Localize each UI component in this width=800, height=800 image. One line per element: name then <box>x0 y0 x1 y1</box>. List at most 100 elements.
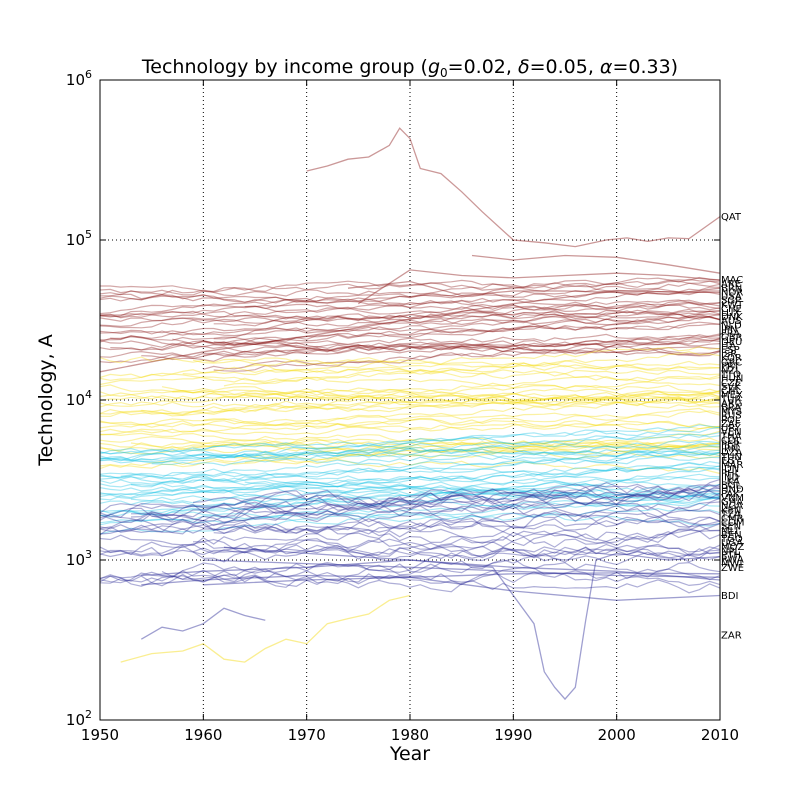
series-line-low <box>192 490 721 511</box>
end-label-sgp: SGP <box>721 296 741 307</box>
series-line-low <box>99 484 721 522</box>
end-label-rwa: RWA <box>721 555 744 566</box>
series-line-low <box>99 573 721 594</box>
end-label-mwi: MWI <box>721 559 742 570</box>
series-line-upper_middle <box>99 390 721 402</box>
end-label-usa: USA <box>721 292 742 303</box>
y-tick-base: 10 <box>66 71 85 89</box>
end-label-bol: BOL <box>721 481 742 492</box>
series-line-high <box>213 315 721 327</box>
series-end-labels: QAT MACAREBRNNORUSASGPKWTCHELUXDNKAUSNLDJ… <box>720 212 744 641</box>
series-line-high <box>141 333 721 360</box>
y-tick-exponent: 4 <box>85 388 92 401</box>
series-line-high <box>99 344 721 356</box>
series-line-high <box>99 337 721 358</box>
series-line-high <box>99 280 721 315</box>
series-line-high <box>99 310 721 328</box>
y-tick-label: 102 <box>66 708 92 729</box>
end-label-dnk: DNK <box>721 312 743 323</box>
end-label-hnd: HND <box>721 485 744 496</box>
series-line-upper_middle <box>99 391 721 404</box>
series-line-high <box>99 284 721 297</box>
y-tick-base: 10 <box>66 711 85 729</box>
series-line-high <box>99 310 721 322</box>
series-line-upper_middle <box>130 441 721 460</box>
y-tick-label: 105 <box>66 228 92 249</box>
series-line-low <box>130 483 721 520</box>
series-line-high <box>203 338 721 357</box>
end-label-nor: NOR <box>721 287 743 298</box>
end-label-mys: MYS <box>721 407 742 418</box>
end-label-jpn: JPN <box>720 324 737 335</box>
series-line-mwi <box>141 572 721 586</box>
end-label-vnm: VNM <box>721 493 744 504</box>
series-line-upper_middle <box>99 395 721 429</box>
series-line-upper_middle <box>99 381 721 407</box>
series-line-high <box>99 339 721 357</box>
end-label-dza: DZA <box>721 448 743 459</box>
series-line-low <box>99 486 721 522</box>
end-label-zwe: ZWE <box>721 563 744 574</box>
series-line-upper_middle <box>99 356 721 371</box>
series-line-high <box>172 338 721 353</box>
end-label-mac: MAC <box>721 275 743 286</box>
series-line-brn <box>347 280 721 297</box>
end-label-tun: TUN <box>720 452 742 463</box>
end-label-pak: PAK <box>721 489 740 500</box>
end-label-ben: BEN <box>721 530 742 541</box>
series-line-lower_middle <box>99 486 721 501</box>
x-tick-label: 1950 <box>81 726 119 744</box>
series-line-low <box>99 567 721 587</box>
named-series-lines <box>99 127 721 701</box>
end-label-hun: HUN <box>721 374 743 385</box>
series-line-ner <box>203 559 721 578</box>
series-line-qat <box>306 127 721 248</box>
end-label-cze: CZE <box>721 378 741 389</box>
series-line-lower_middle <box>151 449 721 467</box>
series-line-upper_middle <box>99 443 721 457</box>
series-line-low <box>151 508 721 524</box>
series-line-gab_a <box>120 594 411 663</box>
end-label-kwt: KWT <box>721 300 744 311</box>
series-line-low <box>99 543 721 559</box>
end-label-gha: GHA <box>721 497 743 508</box>
series-line-upper_middle <box>99 432 721 449</box>
series-line-lower_middle <box>99 498 721 508</box>
y-tick-label: 104 <box>66 388 92 409</box>
series-line-upper_middle <box>99 420 721 436</box>
end-label-che: CHE <box>721 304 742 315</box>
series-line-high <box>99 276 721 318</box>
series-line-high <box>213 310 721 344</box>
series-line-lower_middle <box>99 475 720 517</box>
series-line-lower_middle <box>99 482 721 499</box>
series-line-low <box>99 568 721 588</box>
series-line-low <box>99 543 721 580</box>
series-line-low <box>99 487 721 536</box>
series-line-upper_middle <box>244 458 721 475</box>
series-line-low <box>99 487 721 524</box>
x-axis-label: Year <box>389 743 430 765</box>
y-tick-exponent: 3 <box>85 548 92 561</box>
series-line-upper_middle <box>99 384 721 397</box>
end-label-bdi: BDI <box>721 591 739 602</box>
end-label-com: COM <box>721 518 744 529</box>
end-label-sen: SEN <box>721 522 741 533</box>
series-line-low <box>213 501 721 535</box>
series-line-lower_middle <box>99 507 721 526</box>
x-tick-label: 1960 <box>184 726 222 744</box>
end-label-col: COL <box>721 435 742 446</box>
axis-ticks: 1950 1960 1970 1980 1990 2000 2010102103104105… <box>66 68 739 744</box>
series-line-lower_middle <box>99 475 721 498</box>
series-line-lower_middle <box>99 466 721 480</box>
end-label-nld: NLD <box>721 320 742 331</box>
series-line-upper_middle <box>172 390 721 406</box>
y-tick-label: 106 <box>66 68 92 89</box>
end-label-idn: IDN <box>721 464 739 475</box>
series-line-high <box>213 338 721 372</box>
series-line-lower_middle <box>99 446 721 458</box>
series-line-high <box>99 313 721 335</box>
end-label-are: ARE <box>721 279 741 290</box>
end-label-chl: CHL <box>721 386 742 397</box>
series-line-low <box>192 530 721 556</box>
